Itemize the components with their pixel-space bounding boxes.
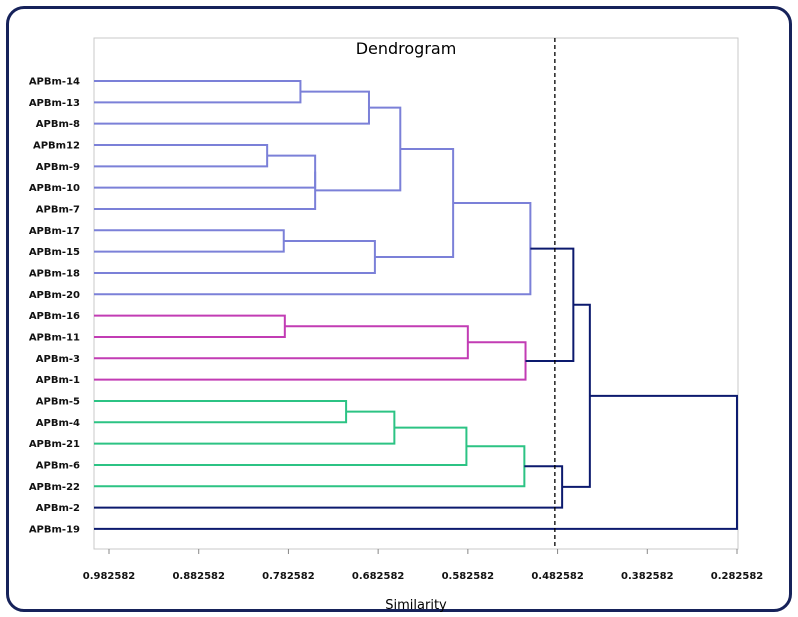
dendrogram-link [94,394,738,530]
leaf-label: APBm-8 [36,119,80,130]
leaf-labels: APBm-14 APBm-13 APBm-8 APBm12 APBm-9 APBm-10 A… [29,77,80,536]
leaf-label: APBm-17 [29,226,80,237]
x-tick-label: 0.782582 [262,571,315,582]
leaf-label: APBm-14 [29,77,80,88]
x-tick-label: 0.982582 [83,571,136,582]
leaf-label: APBm-2 [36,503,80,514]
leaf-label: APBm-5 [36,396,80,407]
x-tick-label: 0.382582 [621,571,674,582]
dendrogram-link [94,229,285,253]
leaf-label: APBm-9 [36,162,80,173]
leaf-label: APBm12 [33,140,80,151]
leaf-label: APBm-15 [29,247,80,258]
dendrogram-link [315,106,402,192]
leaf-label: APBm-10 [29,183,80,194]
dendrogram-link [94,171,317,210]
leaf-label: APBm-3 [36,354,80,365]
leaf-label: APBm-4 [36,418,80,429]
leaf-label: APBm-13 [29,98,80,109]
x-tick-label: 0.282582 [711,571,764,582]
leaf-label: APBm-6 [36,460,80,471]
leaf-label: APBm-1 [36,375,80,386]
dendrogram-link [94,80,302,104]
leaf-label: APBm-18 [29,268,80,279]
x-axis-ticks: 0.982582 0.882582 0.782582 0.682582 0.582582… [83,549,764,582]
dendrogram-link [94,143,269,168]
dendrogram-links [94,38,738,549]
leaf-label: APBm-21 [29,439,80,450]
x-tick-label: 0.882582 [172,571,225,582]
x-tick-label: 0.682582 [352,571,405,582]
leaf-label: APBm-11 [29,332,80,343]
leaf-label: APBm-22 [29,482,80,493]
x-tick-label: 0.582582 [442,571,495,582]
leaf-label: APBm-16 [29,311,80,322]
chart-title: Dendrogram [356,39,457,58]
leaf-label: APBm-19 [29,524,80,535]
leaf-label: APBm-7 [36,204,80,215]
x-axis-title: Similarity [385,598,447,613]
dendrogram-link [94,341,527,381]
x-tick-label: 0.482582 [531,571,584,582]
dendrogram-link [562,303,591,488]
leaf-label: APBm-20 [29,290,80,301]
